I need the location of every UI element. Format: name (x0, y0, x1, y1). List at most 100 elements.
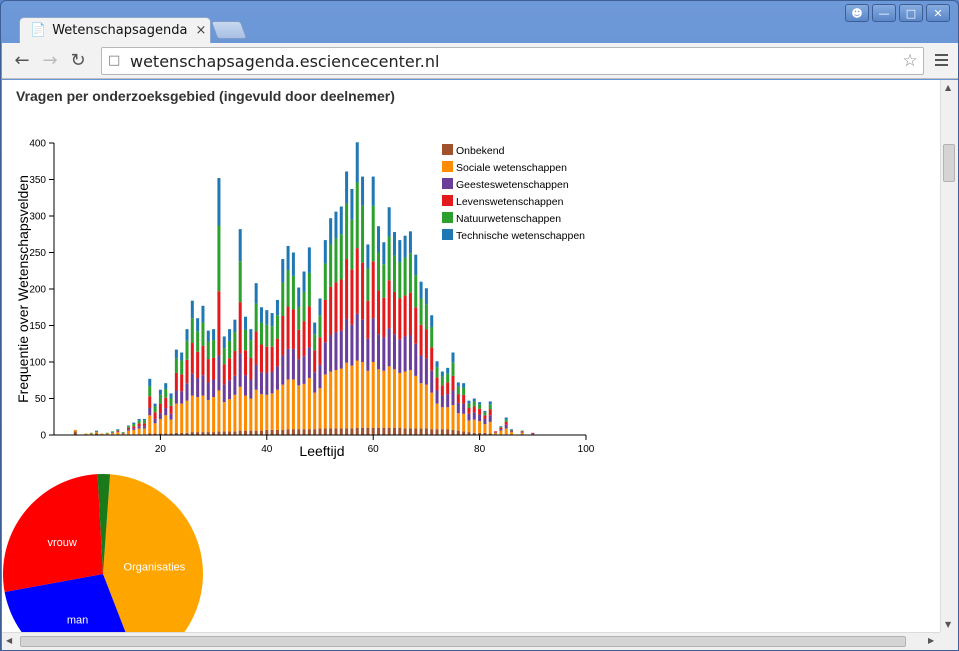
pie-slice (103, 474, 203, 632)
y-tick-label: 200 (29, 285, 46, 296)
bar-segment (483, 418, 487, 425)
bar-segment (126, 425, 130, 427)
bar-segment (297, 329, 301, 360)
back-icon[interactable]: ← (14, 50, 30, 71)
bar-segment (488, 401, 492, 405)
x-axis: 20 40 60 80 100 (54, 434, 595, 455)
bar-segment (371, 427, 375, 435)
bar-segment (355, 360, 359, 428)
scroll-left-arrow[interactable]: ◀ (6, 636, 13, 645)
horizontal-scroll-thumb[interactable] (20, 636, 906, 647)
scroll-up-arrow[interactable]: ▲ (945, 83, 952, 92)
bar-segment (233, 332, 237, 352)
profile-icon[interactable]: ☻ (845, 4, 869, 22)
bar-segment (190, 432, 194, 435)
bar-segment (217, 178, 221, 226)
minimize-button[interactable]: — (872, 4, 896, 22)
scroll-right-arrow[interactable]: ▶ (928, 636, 935, 645)
bar-segment (297, 306, 301, 330)
bar-segment (297, 385, 301, 430)
bar-segment (382, 242, 386, 265)
bar-segment (361, 362, 365, 428)
bar-segment (302, 429, 306, 435)
bar-segment (403, 257, 407, 296)
bar-segment (462, 383, 466, 388)
bar-segment (265, 394, 269, 430)
vertical-scrollbar[interactable]: ▲ ▼ (940, 80, 958, 632)
bar-segment (228, 358, 232, 381)
bar-segment (467, 407, 471, 414)
url-text[interactable]: wetenschapsagenda.esciencecenter.nl (130, 51, 440, 71)
bar-segment (382, 297, 386, 338)
bar-segment (355, 182, 359, 249)
horizontal-scrollbar[interactable]: ◀ ▶ (2, 632, 940, 650)
bar-segment (142, 420, 146, 424)
bar-segment (334, 211, 338, 239)
bar-segment (435, 367, 439, 378)
bar-segment (222, 364, 226, 385)
bar-segment (153, 406, 157, 413)
bar-segment (313, 429, 317, 435)
bar-segment (169, 419, 173, 434)
bar-segment (265, 346, 269, 373)
bar-segment (398, 240, 402, 262)
bar-segment (275, 299, 279, 316)
bar-segment (504, 421, 508, 425)
bar-segment (387, 207, 391, 237)
bar-segment (244, 375, 248, 396)
bar-segment (414, 307, 418, 344)
menu-icon[interactable] (930, 49, 952, 71)
bar-segment (366, 370, 370, 428)
bar-segment (105, 432, 109, 434)
bar-segment (510, 430, 514, 432)
bar-segment (345, 362, 349, 429)
vertical-scroll-thumb[interactable] (943, 144, 955, 182)
bar-segment (180, 374, 184, 392)
bar-segment (520, 432, 524, 435)
close-tab-icon[interactable]: × (195, 23, 207, 38)
address-bar[interactable]: □ wetenschapsagenda.esciencecenter.nl ☆ (101, 47, 924, 75)
bar-segment (318, 388, 322, 429)
bar-segment (270, 313, 274, 327)
bar-segment (488, 415, 492, 422)
bar-segment (222, 431, 226, 435)
bar-segment (222, 336, 226, 349)
bar-segment (462, 387, 466, 395)
bar-segment (488, 404, 492, 410)
bar-segment (132, 422, 136, 425)
bar-segment (238, 386, 242, 431)
bar-segment (494, 431, 498, 433)
bar-segment (206, 399, 210, 433)
bar-segment (259, 372, 263, 395)
y-axis-label: Frequentie over Wetenschapsvelden (15, 175, 31, 403)
legend-swatch (442, 195, 453, 206)
new-tab-button[interactable] (210, 21, 248, 39)
forward-icon[interactable]: → (42, 50, 58, 71)
close-window-button[interactable]: ✕ (926, 4, 950, 22)
scroll-down-arrow[interactable]: ▼ (945, 620, 952, 629)
bar-segment (361, 205, 365, 263)
bar-segment (297, 287, 301, 307)
browser-tab[interactable]: 📄 Wetenschapsagenda Cr × (19, 17, 211, 43)
tab-title: Wetenschapsagenda Cr (52, 23, 192, 38)
bar-segment (361, 427, 365, 435)
bar-segment (510, 429, 514, 430)
bar-segment (228, 340, 232, 359)
reload-icon[interactable]: ↻ (70, 50, 86, 71)
bookmark-star-icon[interactable]: ☆ (902, 51, 918, 71)
bar-segment (478, 432, 482, 435)
bar-segment (472, 406, 476, 413)
maximize-button[interactable]: □ (899, 4, 923, 22)
bar-segment (217, 431, 221, 435)
bar-segment (111, 431, 115, 433)
legend-label: Onbekend (456, 145, 505, 157)
legend-label: Natuurwetenschappen (456, 213, 561, 225)
bar-segment (185, 383, 189, 401)
bar-segment (217, 225, 221, 292)
bar-segment (499, 426, 503, 428)
legend-swatch (442, 178, 453, 189)
bar-segment (355, 142, 359, 183)
bar-segment (196, 331, 200, 352)
bar-segment (249, 329, 253, 341)
bar-segment (259, 322, 263, 345)
